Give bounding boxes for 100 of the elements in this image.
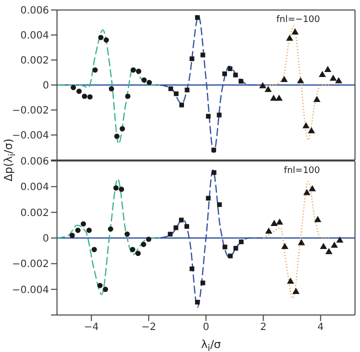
x-tick-label: −2 — [141, 322, 156, 334]
point — [320, 242, 328, 250]
x-tick-label: 0 — [202, 322, 210, 334]
annotation: fnl=100 — [284, 166, 320, 176]
point — [75, 228, 81, 233]
point — [259, 82, 266, 88]
point — [330, 74, 337, 81]
point — [130, 67, 136, 73]
point — [276, 218, 284, 225]
point — [174, 225, 178, 230]
point — [335, 77, 342, 84]
x-axis-title: λ$_{i}$/σ — [201, 338, 221, 352]
y-tick-label: 0 — [42, 80, 49, 92]
point — [179, 102, 184, 108]
y-tick-label: −0.002 — [12, 259, 49, 270]
point — [98, 34, 104, 40]
point — [308, 185, 316, 192]
point — [216, 112, 222, 118]
point — [233, 72, 238, 78]
y-tick-label: 0 — [42, 234, 49, 245]
point — [330, 242, 338, 248]
y-tick-label: −0.004 — [12, 130, 49, 142]
y-tick-label: 0.002 — [20, 56, 49, 67]
point — [228, 254, 233, 258]
point — [120, 126, 125, 132]
point — [80, 221, 86, 227]
point — [195, 15, 200, 20]
point — [233, 246, 238, 251]
y-tick-label: −0.002 — [12, 106, 49, 117]
point — [70, 232, 75, 238]
point — [325, 248, 332, 254]
point — [308, 127, 316, 134]
point — [286, 34, 294, 41]
annotation: fnl=−100 — [276, 15, 320, 25]
point — [140, 242, 146, 248]
y-tick-label: 0.006 — [20, 6, 49, 17]
point — [228, 66, 232, 72]
y-tick-label: 0.004 — [20, 182, 49, 194]
point — [270, 94, 278, 101]
point — [265, 227, 272, 234]
point — [296, 77, 304, 84]
point — [200, 52, 206, 58]
point — [276, 94, 283, 101]
point — [179, 218, 184, 222]
point — [200, 280, 206, 286]
point — [212, 170, 216, 175]
point — [222, 244, 228, 250]
point — [136, 68, 142, 74]
point — [168, 232, 173, 236]
point — [264, 86, 272, 92]
point — [292, 288, 300, 294]
line-series — [57, 178, 161, 296]
point — [206, 114, 211, 119]
point — [92, 246, 97, 252]
x-tick-label: −4 — [84, 322, 99, 334]
point — [125, 94, 130, 99]
point — [130, 246, 136, 252]
point — [270, 220, 278, 226]
point — [70, 84, 76, 90]
point — [146, 236, 152, 242]
point — [82, 94, 88, 99]
point — [76, 88, 82, 94]
point — [206, 196, 211, 201]
point — [314, 216, 322, 222]
point — [108, 86, 114, 92]
line-series — [57, 29, 161, 144]
point — [168, 86, 174, 92]
point — [102, 286, 108, 292]
point — [104, 37, 109, 43]
point — [222, 71, 227, 76]
point — [211, 148, 216, 152]
x-tick-label: 2 — [260, 322, 266, 334]
point — [141, 77, 147, 83]
point — [313, 96, 320, 102]
point — [118, 186, 124, 192]
point — [87, 94, 93, 100]
point — [238, 240, 244, 244]
y-tick-label: 0.002 — [20, 208, 49, 219]
point — [92, 67, 98, 73]
line-series — [262, 180, 330, 299]
y-tick-label: −0.004 — [12, 284, 49, 296]
point — [302, 122, 310, 128]
point — [298, 239, 305, 246]
point — [303, 188, 310, 196]
point — [318, 70, 326, 78]
point — [184, 224, 190, 229]
point — [113, 185, 119, 191]
point — [324, 66, 332, 72]
point — [184, 88, 190, 92]
y-tick-label: 0.004 — [20, 30, 49, 42]
point — [238, 78, 244, 84]
point — [286, 278, 294, 284]
point — [336, 236, 344, 243]
x-tick-label: 4 — [317, 322, 324, 334]
point — [174, 91, 179, 96]
point — [124, 232, 130, 237]
point — [146, 80, 152, 86]
point — [86, 228, 92, 233]
point — [217, 202, 222, 207]
point — [114, 134, 120, 139]
